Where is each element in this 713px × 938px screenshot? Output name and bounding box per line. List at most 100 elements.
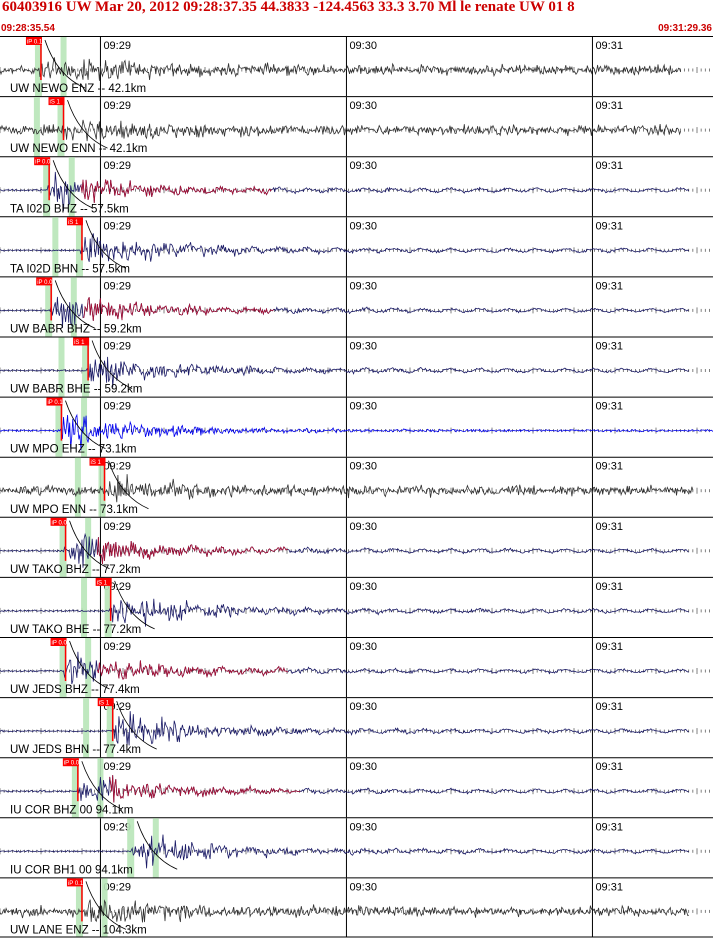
pick-label: iS 1 <box>97 580 108 586</box>
station-label: TA I02D BHZ -- 57.5km <box>10 203 129 215</box>
pick-flag <box>25 37 42 45</box>
pick-label: iP 0.0 <box>52 641 68 647</box>
trace-panel: 09:29 09:30 09:31 iP 0.0 UW JEDS BHZ -- 77.4… <box>0 637 713 698</box>
pick-window <box>75 878 83 938</box>
minute-tick-label: 09:31 <box>595 40 623 52</box>
theoretical-arrival-curve <box>91 340 133 389</box>
pick-window <box>104 577 112 637</box>
theoretical-arrival-curve <box>52 160 94 209</box>
waveform <box>0 356 690 388</box>
minute-tick-label: 09:29 <box>103 100 131 112</box>
minute-tick-label: 09:31 <box>595 881 623 893</box>
pick-flag <box>66 878 83 887</box>
minute-tick-label: 09:30 <box>349 220 377 232</box>
minute-tick-label: 09:31 <box>595 641 623 653</box>
minute-tick-label: 09:29 <box>103 821 131 833</box>
minute-tick-label: 09:29 <box>103 40 131 52</box>
station-label: UW NEWO ENN -- 42.1km <box>10 143 147 155</box>
theoretical-arrival-curve <box>65 400 106 449</box>
pick-flag <box>89 457 106 466</box>
pick-window <box>98 457 106 517</box>
pick-window <box>81 577 88 637</box>
theoretical-arrival-curve <box>67 99 108 149</box>
station-label: UW BABR BHE -- 59.2km <box>10 384 142 396</box>
minute-tick-label: 09:30 <box>349 881 377 893</box>
theoretical-arrival-curve <box>116 700 157 750</box>
pick-flag <box>50 517 67 526</box>
pick-flag <box>95 577 112 586</box>
minute-tick-label: 09:31 <box>595 341 623 353</box>
theoretical-arrival-curve <box>44 39 86 89</box>
pick-window <box>97 758 104 818</box>
pick-flag <box>48 97 65 106</box>
station-label: IU COR BH1 00 94.1km <box>10 864 133 876</box>
trace-panel: 09:29 09:30 09:31 iP 0.1 UW NEWO ENZ -- 42.1… <box>0 36 713 97</box>
trace-panel: 09:29 09:30 09:31 iP 0.1 UW LANE ENZ -- 104.… <box>0 877 713 938</box>
minute-tick-label: 09:29 <box>103 280 131 292</box>
pick-window <box>82 337 90 397</box>
waveform <box>0 598 689 627</box>
pick-label: iP 0.0 <box>64 761 80 767</box>
pick-window <box>85 638 92 698</box>
pick-window <box>81 397 88 457</box>
pick-window <box>83 698 90 758</box>
trace-panel: 09:29 09:30 09:31 iP 0.0 UW BABR BHZ -- 59.2… <box>0 276 713 337</box>
minute-tick-label: 09:31 <box>595 461 623 473</box>
minute-tick-label: 09:31 <box>595 280 623 292</box>
theoretical-arrival-curve <box>114 580 155 630</box>
theoretical-arrival-curve <box>69 520 110 570</box>
minute-tick-label: 09:31 <box>595 821 623 833</box>
waveform <box>0 711 689 746</box>
minute-tick-label: 09:31 <box>595 401 623 413</box>
minute-tick-label: 09:30 <box>349 160 377 172</box>
station-label: UW LANE ENZ -- 104.3km <box>10 925 147 937</box>
waveform-coda <box>80 179 272 203</box>
station-label: UW BABR BHZ -- 59.2km <box>10 324 142 336</box>
pick-window <box>34 37 42 97</box>
event-header: 60403916 UW Mar 20, 2012 09:28:37.35 44.… <box>0 0 713 36</box>
minute-tick-label: 09:29 <box>103 881 131 893</box>
minute-tick-label: 09:30 <box>349 701 377 713</box>
minute-tick-label: 09:30 <box>349 40 377 52</box>
minute-tick-label: 09:29 <box>103 220 131 232</box>
station-label: UW MPO EHZ -- 73.1km <box>10 444 137 456</box>
minute-tick-label: 09:29 <box>103 641 131 653</box>
pick-label: iP 0.0 <box>52 520 68 526</box>
pick-label: iP 0.1 <box>27 40 43 46</box>
pick-flag <box>97 698 114 707</box>
pick-label: iS 1 <box>68 220 79 226</box>
pick-flag <box>36 277 53 286</box>
pick-flag <box>46 397 63 406</box>
minute-tick-label: 09:30 <box>349 581 377 593</box>
waveform <box>0 413 713 451</box>
trace-panel: 09:29 09:30 09:31 iP 0.0 IU COR BHZ 00 94.1k… <box>0 757 713 818</box>
pick-label: iS 1 <box>91 460 102 466</box>
waveform <box>0 899 689 923</box>
minute-tick-label: 09:31 <box>595 100 623 112</box>
pick-flag <box>73 337 90 346</box>
station-label: UW JEDS BHZ -- 77.4km <box>10 684 140 696</box>
pick-window <box>68 157 75 217</box>
theoretical-arrival-curve <box>54 280 96 329</box>
pick-window <box>75 217 83 277</box>
trace-panel: 09:29 09:30 09:31 iP 0.1 UW MPO EHZ -- 73.1k… <box>0 396 713 457</box>
pick-flag <box>62 758 79 767</box>
minute-tick-label: 09:29 <box>103 461 131 473</box>
trace-panel: 09:29 09:30 09:31 iS 1 UW BABR BHE -- 59.2km <box>0 336 713 397</box>
pick-flag <box>50 638 67 646</box>
trace-panel: 09:29 09:30 09:31 iP 0.0 UW TAKO BHZ -- 77.2… <box>0 516 713 577</box>
station-label: IU COR BHZ 00 94.1km <box>10 804 133 816</box>
waveform <box>0 474 694 503</box>
waveform-coda <box>109 775 301 803</box>
pick-window <box>58 337 65 397</box>
waveform-coda <box>97 537 289 564</box>
window-end-time: 09:31:29.36 <box>658 23 712 34</box>
waveform <box>0 233 690 262</box>
minute-tick-label: 09:30 <box>349 521 377 533</box>
minute-tick-label: 09:30 <box>349 100 377 112</box>
waveform-coda <box>82 297 275 321</box>
minute-tick-label: 09:31 <box>595 160 623 172</box>
seismogram-panel: 09:29 09:30 09:31 iP 0.1 UW NEWO ENZ -- 42.1… <box>0 36 713 938</box>
theoretical-arrival-curve <box>136 821 178 870</box>
